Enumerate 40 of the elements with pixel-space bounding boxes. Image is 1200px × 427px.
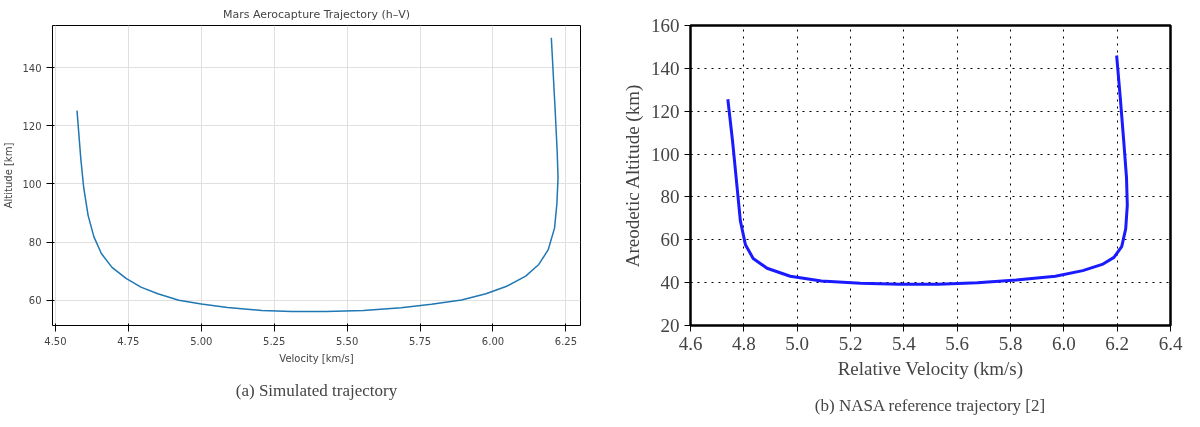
- x-tick-label: 4.75: [117, 335, 140, 347]
- y-tick-label: 80: [660, 186, 680, 208]
- text: (b) NASA reference trajectory [2]: [814, 396, 1046, 415]
- y-tick-label: 160: [651, 15, 680, 36]
- line-series: [76, 36, 559, 313]
- y-tick-label: 100: [22, 178, 42, 190]
- y-tick-label: 60: [28, 295, 42, 307]
- x-axis-title: Relative Velocity (km/s): [837, 357, 1024, 380]
- x-tick-label: 5.4: [891, 332, 917, 354]
- x-tick-label: 6.0: [1051, 332, 1076, 354]
- x-tick-label: 6.4: [1158, 332, 1183, 354]
- y-tick-label: 80: [28, 237, 42, 249]
- x-tick-label: 4.6: [678, 332, 703, 354]
- x-tick-label: 5.2: [838, 332, 863, 354]
- y-axis-title: Areodetic Altitude (km): [622, 84, 644, 268]
- x-tick-label: 6.25: [554, 335, 578, 347]
- y-axis-title: Altitude [km]: [3, 142, 15, 209]
- y-tick-label: 40: [660, 272, 680, 294]
- y-tick-label: 20: [660, 315, 680, 336]
- x-tick-label: 6.00: [481, 335, 505, 347]
- x-tick-label: 5.0: [785, 332, 810, 354]
- y-tick-label: 120: [651, 100, 680, 122]
- y-tick-label: 120: [22, 120, 42, 132]
- x-tick-label: 5.50: [336, 335, 359, 347]
- chart-title: Mars Aerocapture Trajectory (h–V): [222, 7, 411, 21]
- x-tick-label: 4.8: [731, 332, 756, 354]
- x-tick-label: 5.75: [408, 335, 432, 347]
- x-tick-label: 5.00: [190, 335, 213, 347]
- text: (a) Simulated trajectory: [235, 381, 398, 400]
- y-tick-label: 60: [660, 229, 680, 251]
- x-tick-label: 5.6: [945, 332, 970, 354]
- x-tick-label: 6.2: [1105, 332, 1130, 354]
- x-tick-label: 5.8: [998, 332, 1023, 354]
- x-tick-label: 4.50: [44, 335, 67, 347]
- line-series: [726, 54, 1129, 286]
- y-tick-label: 140: [651, 57, 680, 79]
- x-tick-label: 5.25: [263, 335, 286, 347]
- x-axis-title: Velocity [km/s]: [279, 352, 354, 364]
- y-tick-label: 140: [22, 62, 42, 74]
- y-tick-label: 100: [651, 143, 680, 165]
